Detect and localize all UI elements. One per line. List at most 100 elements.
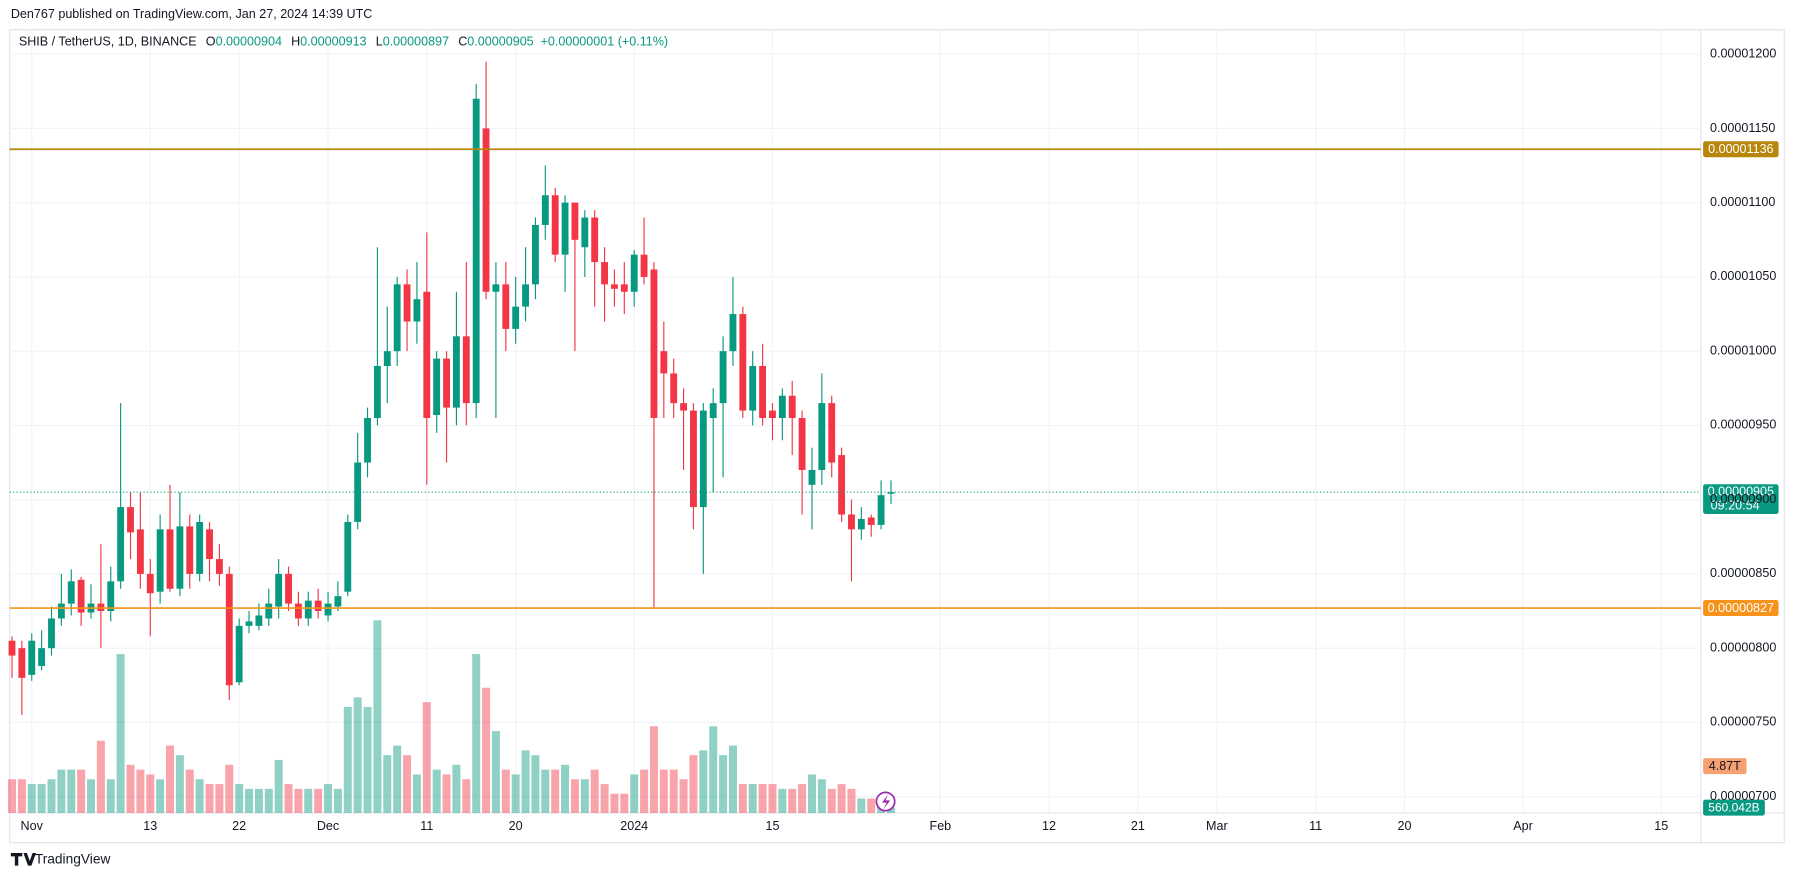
volume-bar: [166, 745, 175, 813]
candle-body: [294, 603, 302, 619]
volume-bar: [847, 788, 856, 813]
volume-bar: [521, 750, 530, 813]
candle-body: [532, 224, 539, 285]
x-tick-label: 20: [509, 819, 523, 833]
candle-body: [354, 462, 362, 522]
volume-bar: [116, 654, 125, 813]
volume-bar: [373, 620, 382, 813]
x-tick-label: Apr: [1513, 819, 1533, 833]
candle-body: [8, 640, 16, 656]
x-tick-label: 11: [420, 819, 433, 833]
candle-body: [196, 521, 204, 574]
volume-bar: [17, 779, 26, 813]
volume-bar: [37, 784, 46, 813]
candle-body: [136, 529, 144, 574]
volume-bars: [7, 620, 895, 813]
volume-bar: [738, 784, 747, 813]
volume-bar: [482, 687, 491, 813]
volume-bar: [136, 769, 145, 813]
volume-bar: [284, 784, 293, 813]
volume-bar: [452, 764, 461, 813]
y-tick-label: 0.00001050: [1710, 269, 1776, 283]
candle-body: [611, 284, 618, 289]
x-tick-label: 12: [1042, 819, 1056, 833]
y-tick-label: 0.00000800: [1710, 640, 1776, 654]
candle-body: [798, 417, 806, 470]
volume-bar: [146, 774, 155, 813]
candle-body: [808, 469, 816, 485]
candle-body: [769, 410, 776, 418]
candle-body: [759, 366, 767, 418]
volume-bar: [817, 779, 826, 813]
candle-body: [749, 366, 757, 411]
candle-body: [452, 336, 460, 408]
y-tick-label: 0.00001200: [1710, 47, 1776, 61]
volume-bar: [432, 769, 441, 813]
volume-bar: [728, 745, 737, 813]
volume-bar: [403, 755, 412, 813]
grid: [9, 29, 1701, 813]
candle-body: [512, 306, 520, 329]
candle-body: [57, 603, 65, 619]
volume-bar: [156, 779, 165, 813]
volume-bar: [412, 774, 421, 813]
ohlc-key: O: [206, 35, 216, 49]
candle-body: [206, 529, 213, 560]
volume-bar: [225, 764, 234, 813]
volume-bar: [47, 779, 56, 813]
volume-bar: [748, 784, 757, 813]
volume-bar: [590, 769, 599, 813]
x-tick-label: Feb: [930, 819, 952, 833]
volume-bar: [669, 769, 678, 813]
candle-body: [630, 254, 638, 292]
x-tick-label: 11: [1309, 819, 1322, 833]
volume-bar: [304, 788, 313, 813]
volume-bar: [867, 798, 876, 813]
candle-body: [601, 262, 608, 285]
volume-bar: [679, 779, 688, 813]
volume-bar: [600, 784, 609, 813]
candle-body: [18, 648, 26, 678]
ohlc-key: L: [376, 35, 383, 49]
candle-body: [561, 202, 569, 255]
x-tick-label: Dec: [317, 819, 339, 833]
volume-bar: [719, 755, 728, 813]
candle-body: [67, 581, 75, 604]
volume-bar: [570, 779, 579, 813]
candle-body: [373, 366, 381, 418]
volume-bar: [610, 793, 619, 813]
volume-bar: [126, 764, 135, 813]
volume-bar: [314, 788, 323, 813]
level-label: 0.00000827: [1708, 601, 1774, 615]
y-tick-label: 0.00000850: [1710, 566, 1776, 580]
candle-body: [581, 217, 589, 248]
candle-body: [462, 336, 470, 404]
candle-body: [857, 518, 865, 530]
candle-body: [591, 217, 599, 263]
countdown: 09:20:54: [1711, 498, 1760, 512]
x-tick-label: 20: [1398, 819, 1412, 833]
candle-body: [166, 529, 174, 589]
volume-bar: [67, 769, 76, 813]
volume-bar: [393, 745, 402, 813]
candle-body: [38, 648, 46, 666]
volume-bar: [353, 697, 362, 813]
volume-bar: [442, 774, 451, 813]
candle-body: [650, 269, 658, 418]
candle-body: [680, 403, 688, 411]
candle-body: [709, 403, 717, 418]
volume-box: [1703, 799, 1765, 816]
candle-body: [285, 573, 292, 604]
candle-body: [838, 455, 846, 515]
x-tick-label: 13: [143, 819, 157, 833]
x-tick-label: Nov: [21, 819, 44, 833]
candle-body: [127, 507, 134, 533]
candle-body: [146, 573, 154, 594]
candle-body: [383, 351, 391, 367]
y-tick-label: 0.00000700: [1710, 789, 1776, 803]
candle-body: [225, 573, 233, 686]
